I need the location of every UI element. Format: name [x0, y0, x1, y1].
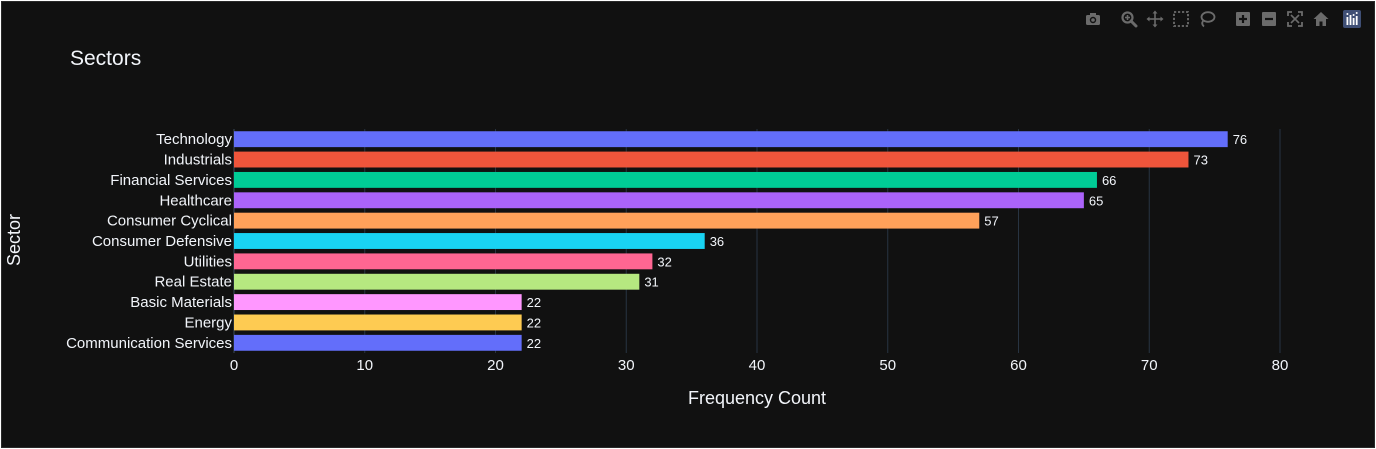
y-tick-label: Consumer Defensive — [92, 233, 232, 250]
data-label: 73 — [1193, 153, 1207, 168]
autoscale-button[interactable] — [1282, 8, 1308, 30]
data-label: 22 — [527, 336, 541, 351]
chart-title: Sectors — [70, 47, 141, 70]
x-axis-title: Frequency Count — [688, 388, 826, 408]
bar[interactable] — [234, 192, 1084, 209]
y-tick-label: Utilities — [184, 253, 232, 270]
y-tick-label: Healthcare — [159, 192, 232, 209]
bar[interactable] — [234, 273, 640, 290]
bar[interactable] — [234, 253, 653, 270]
bar[interactable] — [234, 171, 1097, 188]
zoom-in-icon — [1236, 12, 1250, 26]
bar[interactable] — [234, 212, 980, 229]
lasso-select-icon — [1200, 11, 1216, 28]
bars — [234, 131, 1228, 351]
bar[interactable] — [234, 294, 522, 311]
box-select-button[interactable] — [1168, 8, 1194, 30]
data-label: 22 — [527, 295, 541, 310]
bar[interactable] — [234, 233, 705, 249]
x-tick-label: 20 — [487, 357, 504, 374]
data-label: 66 — [1102, 173, 1116, 188]
pan-icon — [1146, 10, 1164, 28]
autoscale-icon — [1287, 11, 1303, 27]
x-tick-label: 50 — [879, 357, 896, 374]
x-tick-label: 60 — [1010, 357, 1027, 374]
bar[interactable] — [234, 131, 1228, 148]
data-label: 57 — [984, 214, 998, 229]
bar[interactable] — [234, 334, 522, 351]
pan-button[interactable] — [1142, 8, 1168, 30]
x-tick-labels: 0 10 20 30 40 50 60 70 80 — [230, 357, 1289, 374]
zoom-out-button[interactable] — [1256, 8, 1282, 30]
reset-axes-icon — [1313, 12, 1329, 26]
bar[interactable] — [234, 314, 522, 331]
x-tick-label: 40 — [749, 357, 766, 374]
y-tick-label: Consumer Cyclical — [107, 213, 232, 230]
plotly-logo-link[interactable] — [1340, 8, 1364, 30]
y-tick-label: Energy — [184, 314, 232, 331]
x-tick-label: 80 — [1272, 357, 1289, 374]
data-label: 36 — [710, 234, 724, 249]
data-label: 76 — [1233, 132, 1247, 147]
y-tick-label: Financial Services — [110, 172, 232, 189]
y-axis-title: Sector — [4, 214, 24, 266]
camera-icon — [1086, 13, 1100, 25]
y-tick-labels: Technology Industrials Financial Services H… — [66, 131, 232, 352]
modebar — [1080, 8, 1364, 30]
data-label: 32 — [657, 254, 671, 269]
x-tick-label: 70 — [1141, 357, 1158, 374]
bar[interactable] — [234, 151, 1189, 168]
y-tick-label: Industrials — [164, 152, 232, 169]
data-labels: 76 73 66 65 57 36 32 31 22 22 22 — [527, 132, 1248, 351]
data-label: 65 — [1089, 193, 1103, 208]
zoom-out-icon — [1262, 12, 1276, 26]
y-tick-label: Basic Materials — [130, 294, 232, 311]
zoom-icon — [1121, 11, 1138, 28]
data-label: 31 — [644, 275, 658, 290]
y-tick-label: Communication Services — [66, 335, 232, 352]
zoom-button[interactable] — [1116, 8, 1142, 30]
lasso-select-button[interactable] — [1194, 8, 1220, 30]
plotly-logo-icon — [1343, 10, 1361, 28]
x-tick-label: 10 — [356, 357, 373, 374]
y-tick-label: Technology — [156, 131, 232, 148]
x-tick-label: 0 — [230, 357, 238, 374]
reset-axes-button[interactable] — [1308, 8, 1334, 30]
x-tick-label: 30 — [618, 357, 635, 374]
zoom-in-button[interactable] — [1230, 8, 1256, 30]
data-label: 22 — [527, 315, 541, 330]
camera-button[interactable] — [1080, 8, 1106, 30]
y-tick-label: Real Estate — [154, 274, 232, 291]
box-select-icon — [1173, 11, 1189, 27]
